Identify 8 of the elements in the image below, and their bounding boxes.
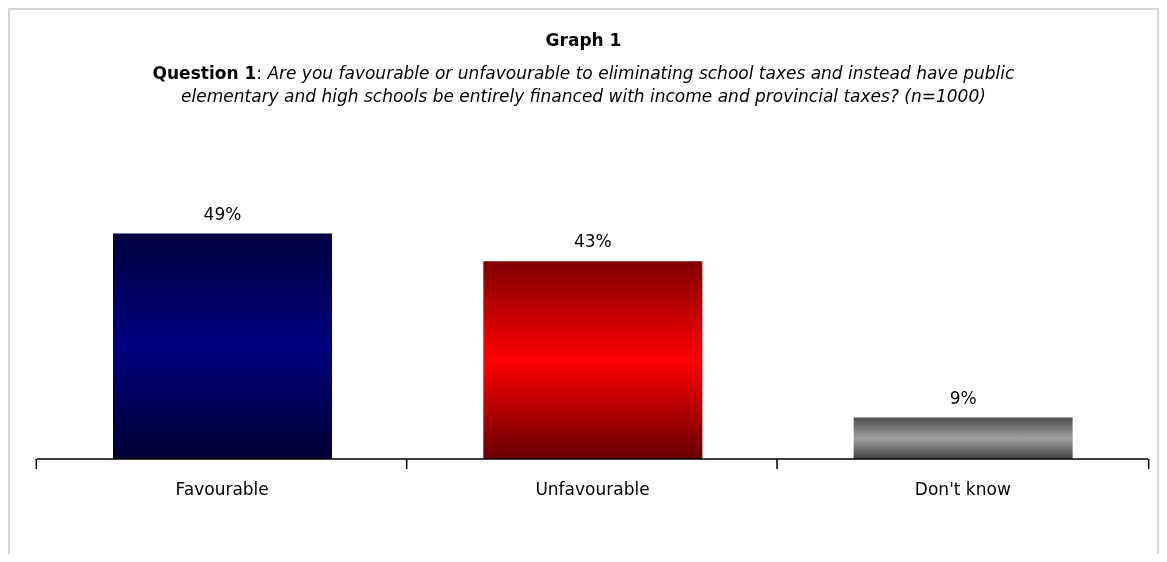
data-label: 49%	[203, 203, 242, 224]
chart-subtitle: Question 1: Are you favourable or unfavourable to eliminating school taxes and instead have public elementary and high schools be entirely financed with income and provincial taxes? (n=1000)	[151, 62, 1016, 108]
chart-title: Graph 1	[544, 30, 623, 50]
x-tick-label: Favourable	[175, 479, 269, 499]
x-tick-label: Unfavourable	[535, 479, 650, 499]
data-label: 43%	[573, 231, 612, 252]
data-label: 9%	[949, 387, 977, 408]
x-tick-label: Don't know	[914, 479, 1011, 499]
